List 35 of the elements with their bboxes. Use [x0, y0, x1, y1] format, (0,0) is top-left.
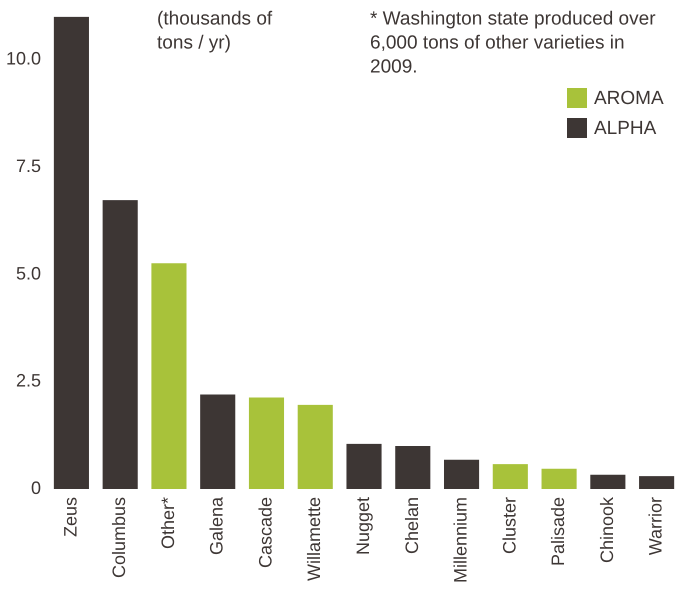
bar	[151, 263, 187, 489]
x-tick-label: Zeus	[60, 496, 80, 538]
bar	[395, 446, 430, 489]
legend-label: AROMA	[594, 88, 664, 110]
bar	[200, 394, 236, 489]
bar	[590, 474, 626, 489]
legend-label: ALPHA	[594, 118, 657, 140]
bar	[346, 444, 382, 489]
bar	[54, 16, 89, 489]
y-tick-label: 7.5	[16, 156, 42, 176]
x-tick-label: Palisade	[548, 496, 568, 566]
x-tick-label: Nugget	[352, 496, 373, 556]
x-tick-label: Other*	[158, 496, 178, 550]
x-tick-label: Chelan	[402, 496, 422, 554]
x-tick-label: Warrior	[646, 496, 666, 556]
x-tick-label: Chinook	[596, 496, 617, 564]
y-tick-label: 0	[31, 478, 42, 498]
bar	[298, 404, 333, 489]
x-tick-label: Millennium	[450, 496, 471, 584]
bar	[444, 460, 480, 489]
y-tick-label: 2.5	[16, 370, 42, 391]
y-tick-label: 5.0	[16, 263, 42, 284]
bar	[492, 464, 528, 489]
bar	[639, 476, 674, 489]
bar	[102, 200, 138, 489]
bar	[248, 398, 284, 489]
annotation: * Washington state produced over 6,000 tons of other varieties in 2009.	[370, 8, 656, 78]
bar	[542, 468, 577, 489]
x-tick-label: Cluster	[499, 496, 520, 554]
x-tick-label: Galena	[206, 496, 227, 556]
x-tick-label: Columbus	[109, 496, 130, 578]
annotation: (thousands of tons / yr)	[157, 8, 273, 54]
y-tick-label: 10.0	[6, 48, 42, 69]
x-tick-label: Cascade	[255, 496, 276, 568]
x-tick-label: Willamette	[304, 496, 324, 581]
